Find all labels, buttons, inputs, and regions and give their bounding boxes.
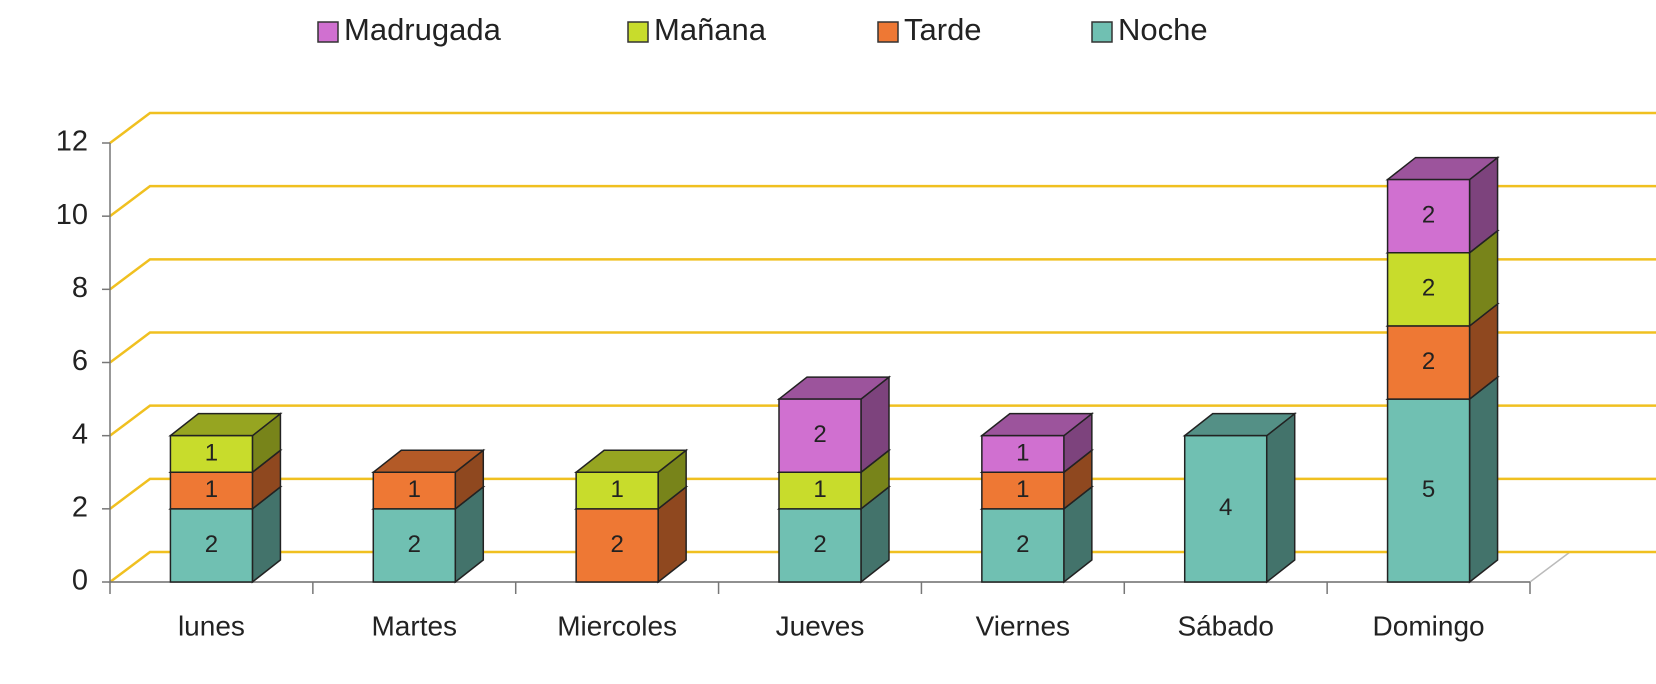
x-tick-label: lunes	[178, 610, 245, 641]
data-label: 2	[813, 531, 826, 558]
grid-line	[109, 184, 1656, 218]
bar-front	[778, 398, 862, 474]
bar-front	[1386, 252, 1471, 327]
legend-label: Mañana	[654, 12, 767, 47]
grid-line	[109, 477, 1656, 510]
y-tick-label: 6	[72, 345, 88, 377]
y-tick-label: 0	[72, 565, 88, 597]
data-label: 5	[1422, 476, 1435, 503]
legend-swatch	[627, 21, 649, 43]
bar-segment: 2	[1385, 156, 1500, 255]
bar-front	[1386, 325, 1471, 400]
bar-side	[1468, 375, 1499, 584]
bar-front	[1183, 434, 1268, 583]
bar-front	[778, 471, 862, 510]
bar-segment: 1	[573, 448, 689, 511]
data-label: 2	[205, 531, 218, 558]
grid-line	[109, 550, 1656, 583]
bar-front	[1386, 178, 1471, 254]
bar-side	[1265, 412, 1296, 584]
data-label: 4	[1219, 494, 1232, 521]
x-tick-label: Miercoles	[557, 610, 677, 641]
bar-front	[169, 434, 254, 473]
y-tick-label: 2	[72, 491, 88, 523]
data-label: 2	[408, 531, 421, 558]
x-tick-label: Sábado	[1177, 610, 1274, 641]
data-label: 2	[813, 421, 826, 448]
grid-line	[109, 111, 1656, 144]
data-label: 2	[1016, 531, 1029, 558]
x-tick-label: Jueves	[776, 610, 865, 641]
data-label: 2	[1422, 202, 1435, 229]
bar-segment: 2	[776, 375, 892, 474]
legend-label: Tarde	[904, 12, 982, 47]
y-tick-label: 8	[72, 272, 88, 304]
bar-front	[169, 471, 254, 510]
data-label: 1	[1016, 439, 1029, 466]
bar-segment: 1	[979, 412, 1095, 474]
data-label: 1	[205, 476, 218, 503]
x-tick-label: Viernes	[976, 610, 1070, 641]
bar-front	[575, 508, 659, 583]
bar-front	[1386, 398, 1471, 583]
bar-segment: 5	[1385, 375, 1500, 584]
x-tick-label: Domingo	[1373, 610, 1485, 641]
bar-front	[169, 508, 254, 583]
grid-line	[109, 331, 1656, 364]
bar-front	[575, 471, 659, 510]
y-tick-label: 10	[56, 199, 88, 231]
x-tick-label: Martes	[371, 610, 457, 641]
bar-front	[981, 508, 1065, 583]
bar-segment: 1	[371, 448, 486, 511]
legend-swatch	[317, 21, 339, 43]
grid-line	[109, 404, 1656, 437]
legend-label: Noche	[1118, 12, 1208, 47]
bar-front	[778, 508, 862, 583]
data-label: 1	[610, 476, 623, 503]
y-tick-label: 12	[56, 126, 88, 158]
bar-front	[981, 434, 1065, 473]
legend-label: Madrugada	[344, 12, 502, 47]
data-label: 1	[205, 439, 218, 466]
grid-line	[109, 258, 1656, 291]
data-label: 1	[408, 476, 421, 503]
data-label: 1	[1016, 476, 1029, 503]
bar-front	[372, 471, 457, 510]
y-tick-label: 4	[72, 418, 88, 450]
data-label: 2	[610, 531, 623, 558]
data-label: 2	[1422, 275, 1435, 302]
data-label: 2	[1422, 348, 1435, 375]
bar-segment: 4	[1182, 412, 1297, 584]
bar-segment: 1	[168, 412, 283, 474]
legend-swatch	[877, 21, 899, 43]
legend-swatch	[1091, 21, 1113, 43]
data-label: 1	[813, 476, 826, 503]
